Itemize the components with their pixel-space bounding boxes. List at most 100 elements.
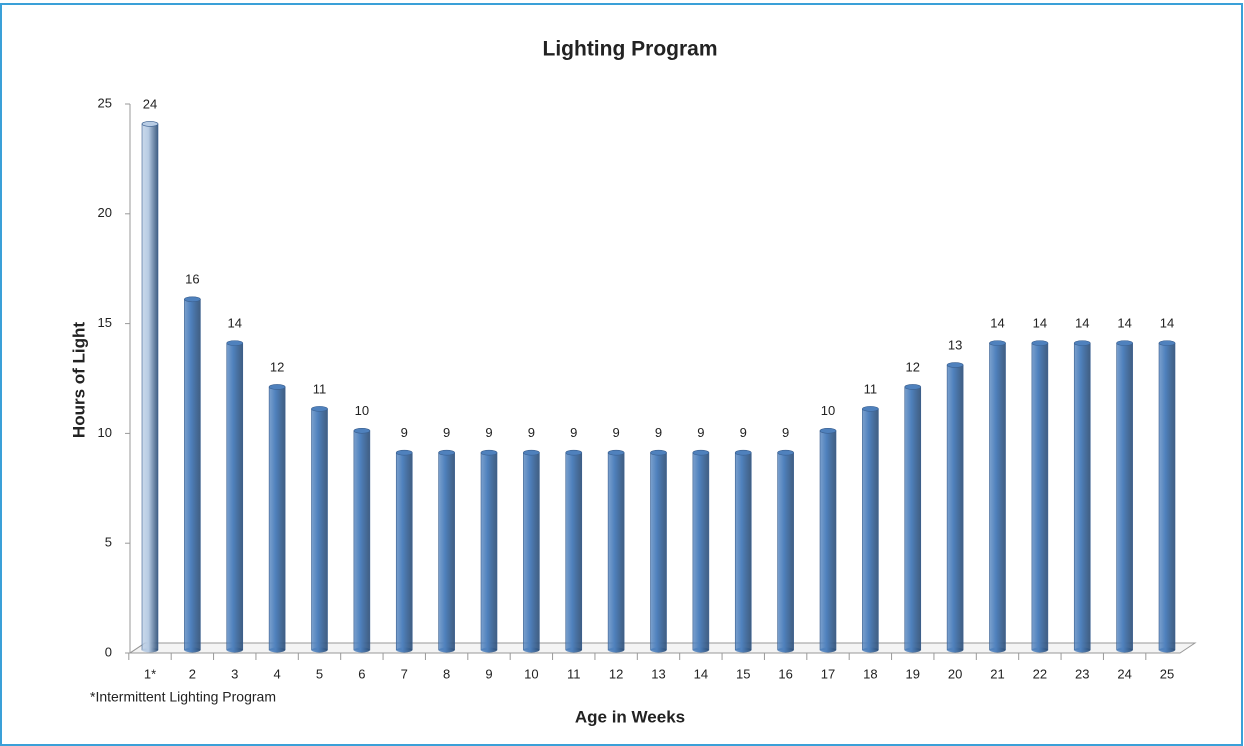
annotation: *Intermittent Lighting Program [90,689,276,705]
data-label: 13 [948,337,962,352]
bar [480,452,498,651]
x-tick-label: 3 [231,666,238,681]
chart-title: Lighting Program [543,38,718,61]
bar-top [650,449,667,456]
bar [523,452,540,651]
bar [141,123,159,651]
bar-bottom [608,647,625,653]
bar-bottom [481,647,497,653]
data-label: 14 [1160,316,1174,331]
x-tick-label: 4 [274,666,281,681]
data-label: 9 [613,425,620,440]
x-tick-label: 12 [609,666,623,681]
x-tick-label: 7 [401,666,408,681]
bar [353,430,371,651]
bar-top [438,449,455,456]
data-label: 9 [485,425,492,440]
bar-top [353,427,371,434]
data-label: 11 [864,381,878,396]
x-tick-label: 20 [948,666,962,681]
bar [438,452,455,651]
data-label: 10 [821,403,835,418]
y-tick-label: 15 [98,315,112,330]
bar-top [184,296,201,303]
bar-top [141,121,159,127]
bar-top [1073,340,1091,346]
y-tick-label: 20 [98,205,112,220]
bar [1158,342,1176,651]
bar-bottom [142,647,158,653]
bar-bottom [904,647,921,653]
data-label: 9 [570,425,577,440]
bar-bottom [947,647,964,653]
bar [1073,342,1091,651]
x-tick-label: 6 [358,666,365,681]
bar-top [1158,340,1176,346]
bar-top [565,449,583,456]
y-tick-label: 25 [98,95,112,110]
frame [0,3,1243,746]
bar-top [395,449,413,456]
x-tick-label: 2 [189,666,196,681]
data-label: 9 [740,425,747,440]
bar [395,452,413,651]
bar-bottom [1031,647,1048,653]
x-tick-label: 15 [736,666,750,681]
x-tick-label: 25 [1160,666,1174,681]
data-label: 10 [355,403,369,418]
data-label: 12 [906,359,920,374]
data-label: 16 [185,272,199,287]
data-label: 9 [655,425,662,440]
data-label: 14 [1033,316,1047,331]
bar-bottom [226,647,243,653]
bar-bottom [438,647,455,653]
data-label: 9 [697,425,704,440]
x-tick-label: 16 [778,666,792,681]
bar [184,298,201,651]
bar-bottom [1116,647,1133,653]
bar [311,408,328,651]
bar-top [1116,340,1133,346]
data-label: 14 [1075,316,1089,331]
bar-bottom [184,647,201,653]
bar-top [819,427,837,434]
bar [862,408,879,651]
x-tick-label: 14 [694,666,708,681]
bar-bottom [650,647,667,653]
bar-bottom [311,647,328,653]
x-tick-label: 18 [863,666,877,681]
bar-bottom [396,647,413,653]
x-tick-label: 1* [144,666,156,681]
x-tick-label: 24 [1117,666,1131,681]
x-tick-label: 23 [1075,666,1089,681]
bar [777,452,794,651]
bar-top [480,449,498,456]
x-tick-label: 22 [1033,666,1047,681]
data-label: 14 [990,316,1004,331]
bar [1116,342,1133,651]
bar [904,386,922,651]
bar-bottom [862,647,879,653]
x-tick-label: 11 [567,666,581,681]
bar-bottom [1074,647,1091,653]
bar [734,452,752,651]
y-tick-label: 10 [98,425,112,440]
bar [692,452,710,651]
bar-top [268,384,286,390]
data-label: 9 [401,425,408,440]
bar-bottom [692,647,709,653]
data-label: 9 [782,425,789,440]
bar [607,452,625,651]
x-tick-label: 9 [485,666,492,681]
bar-bottom [269,647,286,653]
bar-top [946,362,964,368]
bar [946,364,964,651]
x-tick-label: 5 [316,666,323,681]
bar-top [523,449,540,456]
bar-top [607,449,625,456]
bar [565,452,583,651]
bar-bottom [735,647,752,653]
bar [226,342,244,651]
data-label: 12 [270,359,284,374]
